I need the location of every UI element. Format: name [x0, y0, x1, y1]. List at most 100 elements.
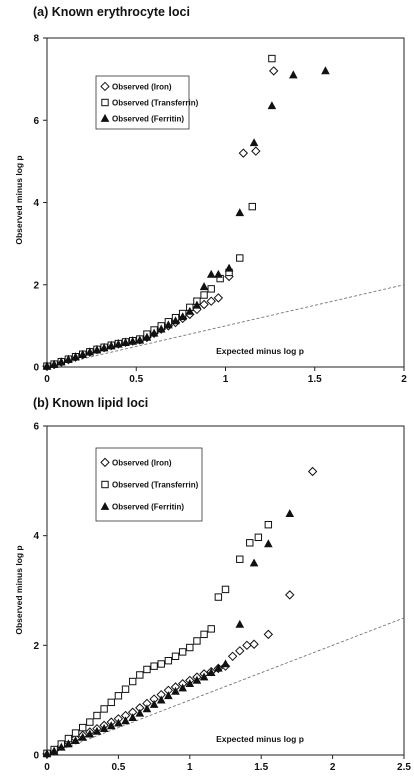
data-point-triangle — [192, 675, 202, 684]
legend-marker-triangle — [100, 113, 110, 122]
legend-label: Observed (Iron) — [112, 458, 172, 467]
data-point-square — [71, 729, 80, 737]
data-point-square — [79, 723, 87, 732]
y-tick-label: 6 — [33, 116, 39, 127]
data-point-triangle — [64, 739, 73, 748]
y-tick-label: 4 — [33, 198, 39, 209]
data-point-triangle — [285, 509, 295, 518]
data-point-diamond — [238, 148, 249, 158]
data-point-triangle — [121, 716, 130, 725]
data-point-square — [236, 555, 244, 563]
data-point-triangle — [56, 357, 66, 366]
data-point-triangle — [85, 729, 95, 738]
data-point-triangle — [178, 312, 187, 321]
data-point-triangle — [64, 354, 73, 363]
data-point-square — [121, 685, 130, 693]
y-axis-label: Observed minus log p — [14, 155, 24, 244]
legend-label: Observed (Ferritin) — [112, 503, 184, 512]
data-point-square — [193, 637, 201, 645]
chart-panel-a: (a) Known erythrocyte loci 0 0.5 1 1.5 2 0 2 4 6 8… — [14, 5, 407, 385]
x-axis-label: Expected minus log p — [216, 734, 304, 744]
chart-panel-b: (b) Known lipid loci 0 0.5 1 1.5 2 2.5 0 2 4 6 Expe… — [14, 396, 411, 773]
y-tick-label: 0 — [33, 363, 39, 374]
data-point-square — [200, 630, 208, 639]
data-point-triangle — [71, 352, 80, 361]
x-tick-label: 1.5 — [254, 762, 268, 773]
reference-line — [46, 617, 405, 756]
data-point-square — [143, 665, 151, 674]
data-point-triangle — [135, 708, 145, 717]
data-point-square — [246, 539, 254, 547]
data-point-square — [214, 593, 223, 601]
data-point-square — [264, 521, 273, 529]
data-point-triangle — [49, 746, 59, 755]
plot-frame — [46, 425, 405, 756]
data-point-square — [207, 625, 215, 633]
data-point-square — [207, 285, 215, 293]
data-point-triangle — [128, 336, 137, 345]
data-point-triangle — [199, 672, 209, 681]
data-point-square — [248, 202, 256, 211]
data-point-triangle — [264, 539, 273, 548]
data-point-diamond — [249, 639, 259, 649]
data-point-triangle — [164, 320, 173, 329]
data-point-triangle — [249, 138, 259, 147]
legend-box — [95, 75, 190, 130]
data-point-triangle — [178, 683, 187, 692]
y-tick-label: 2 — [33, 641, 39, 652]
data-point-square — [114, 692, 123, 700]
data-point-triangle — [92, 726, 102, 735]
data-point-square — [136, 671, 144, 679]
data-point-triangle — [78, 350, 88, 358]
data-point-triangle — [164, 691, 173, 700]
data-point-diamond — [263, 629, 274, 640]
legend-marker-diamond — [100, 81, 110, 92]
data-point-triangle — [106, 721, 116, 730]
data-point-triangle — [106, 341, 116, 350]
data-point-square — [221, 585, 230, 594]
data-point-triangle — [192, 300, 202, 309]
y-tick-label: 8 — [33, 34, 39, 45]
legend-label: Observed (Transferrin) — [112, 99, 199, 108]
x-tick-label: 2 — [401, 374, 407, 385]
data-point-triangle — [321, 66, 330, 75]
y-tick-label: 4 — [33, 531, 39, 542]
data-point-triangle — [199, 282, 209, 291]
data-point-triangle — [114, 339, 123, 348]
y-tick-label: 2 — [33, 280, 39, 291]
data-point-triangle — [135, 335, 145, 344]
data-point-triangle — [185, 306, 195, 315]
data-point-triangle — [249, 558, 259, 567]
data-point-square — [200, 291, 208, 299]
data-point-triangle — [85, 347, 95, 356]
data-point-diamond — [227, 651, 238, 662]
data-point-square — [157, 660, 165, 668]
data-point-triangle — [128, 713, 137, 722]
data-point-triangle — [71, 736, 80, 745]
reference-line — [46, 284, 405, 368]
data-point-square — [164, 656, 173, 665]
data-point-diamond — [268, 66, 279, 76]
data-point-triangle — [142, 704, 152, 713]
data-point-triangle — [78, 732, 88, 741]
data-point-square — [268, 54, 276, 63]
data-point-diamond — [235, 646, 245, 656]
legend: Observed (Iron) Observed (Transferrin) Obs… — [95, 75, 199, 130]
data-point-diamond — [213, 293, 224, 303]
x-tick-label: 0.5 — [129, 374, 143, 385]
data-point-triangle — [92, 345, 102, 354]
data-point-triangle — [121, 338, 130, 347]
chart-title: (b) Known lipid loci — [33, 396, 148, 410]
legend-label: Observed (Iron) — [112, 82, 172, 91]
data-point-triangle — [171, 686, 180, 695]
data-point-triangle — [42, 749, 52, 758]
x-tick-label: 2 — [330, 762, 336, 773]
data-point-triangle — [142, 332, 152, 341]
data-point-triangle — [42, 361, 52, 370]
x-axis-label: Expected minus log p — [216, 346, 304, 356]
data-point-diamond — [251, 146, 261, 156]
data-point-triangle — [156, 695, 166, 704]
data-point-triangle — [221, 659, 230, 668]
data-point-triangle — [99, 343, 109, 352]
data-point-triangle — [235, 208, 245, 217]
